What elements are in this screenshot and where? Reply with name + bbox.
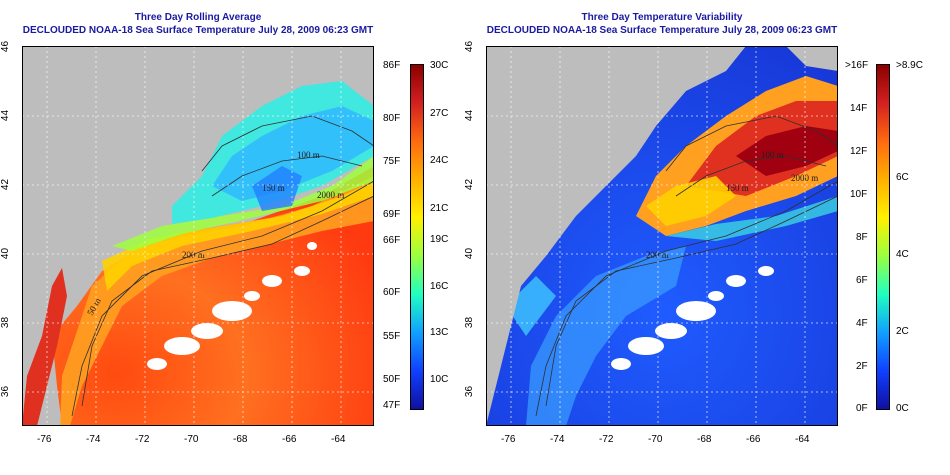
colorbar-label-c: 19C bbox=[430, 234, 449, 245]
variability-colorbar bbox=[876, 64, 890, 410]
colorbar-label-f: 55F bbox=[383, 331, 401, 342]
x-tick: -68 bbox=[233, 434, 248, 445]
colorbar-label-c: 6C bbox=[896, 172, 909, 183]
colorbar-label-c: 16C bbox=[430, 281, 449, 292]
contour-label: 150 m bbox=[726, 183, 749, 193]
colorbar-label-c: 0C bbox=[896, 403, 909, 414]
y-tick: 42 bbox=[464, 178, 476, 191]
y-tick: 40 bbox=[0, 247, 12, 260]
colorbar-label-f: 6F bbox=[856, 275, 868, 286]
contour-label: 200 m bbox=[182, 250, 205, 260]
colorbar-label-f: >16F bbox=[845, 60, 869, 71]
contour-label: 100 m bbox=[297, 150, 320, 160]
x-tick: -68 bbox=[697, 434, 712, 445]
x-tick: -76 bbox=[37, 434, 52, 445]
y-tick: 44 bbox=[464, 109, 476, 122]
x-tick: -66 bbox=[282, 434, 297, 445]
x-tick: -66 bbox=[746, 434, 761, 445]
right-subtitle: DECLOUDED NOAA-18 Sea Surface Temperatur… bbox=[486, 25, 838, 36]
y-tick: 42 bbox=[0, 178, 12, 191]
colorbar-label-c: >8.9C bbox=[896, 60, 923, 71]
y-tick: 46 bbox=[0, 40, 12, 53]
y-tick: 36 bbox=[0, 385, 12, 398]
sst-variability-map: 100 m 150 m 2000 m 200 m bbox=[486, 46, 838, 426]
x-tick: -70 bbox=[648, 434, 663, 445]
colorbar-label-c: 2C bbox=[896, 326, 909, 337]
colorbar-label-c: 13C bbox=[430, 327, 449, 338]
colorbar-label-f: 14F bbox=[850, 103, 868, 114]
colorbar-label-c: 21C bbox=[430, 203, 449, 214]
y-tick: 36 bbox=[464, 385, 476, 398]
colorbar-label-f: 12F bbox=[850, 146, 868, 157]
left-subtitle: DECLOUDED NOAA-18 Sea Surface Temperatur… bbox=[22, 25, 374, 36]
x-tick: -74 bbox=[86, 434, 101, 445]
colorbar-label-f: 4F bbox=[856, 318, 868, 329]
left-title: Three Day Rolling Average bbox=[134, 12, 262, 23]
sst-average-map: 100 m 150 m 2000 m 200 m 50 m bbox=[22, 46, 374, 426]
colorbar-label-f: 47F bbox=[383, 400, 401, 411]
colorbar-label-f: 80F bbox=[383, 113, 401, 124]
colorbar-label-c: 4C bbox=[896, 249, 909, 260]
colorbar-label-f: 66F bbox=[383, 235, 401, 246]
contour-label: 100 m bbox=[761, 150, 784, 160]
y-tick: 40 bbox=[464, 247, 476, 260]
colorbar-label-f: 60F bbox=[383, 287, 401, 298]
x-tick: -76 bbox=[501, 434, 516, 445]
x-tick: -64 bbox=[795, 434, 810, 445]
contour-label: 150 m bbox=[262, 183, 285, 193]
colorbar-label-f: 0F bbox=[856, 403, 868, 414]
colorbar-label-c: 27C bbox=[430, 108, 449, 119]
colorbar-label-f: 69F bbox=[383, 209, 401, 220]
colorbar-label-f: 2F bbox=[856, 361, 868, 372]
colorbar-label-c: 30C bbox=[430, 60, 449, 71]
colorbar-label-c: 24C bbox=[430, 155, 449, 166]
x-tick: -74 bbox=[550, 434, 565, 445]
colorbar-label-f: 10F bbox=[850, 189, 868, 200]
y-tick: 46 bbox=[464, 40, 476, 53]
sst-colorbar bbox=[410, 64, 424, 410]
x-tick: -70 bbox=[184, 434, 199, 445]
x-tick: -64 bbox=[331, 434, 346, 445]
colorbar-label-f: 86F bbox=[383, 60, 401, 71]
colorbar-label-f: 50F bbox=[383, 374, 401, 385]
y-tick: 44 bbox=[0, 109, 12, 122]
y-tick: 38 bbox=[464, 316, 476, 329]
colorbar-label-f: 8F bbox=[856, 232, 868, 243]
contour-label: 200 m bbox=[646, 250, 669, 260]
contour-label: 2000 m bbox=[317, 190, 344, 200]
right-title: Three Day Temperature Variability bbox=[581, 12, 743, 23]
colorbar-label-f: 75F bbox=[383, 156, 401, 167]
colorbar-label-c: 10C bbox=[430, 374, 449, 385]
x-tick: -72 bbox=[135, 434, 150, 445]
x-tick: -72 bbox=[599, 434, 614, 445]
y-tick: 38 bbox=[0, 316, 12, 329]
